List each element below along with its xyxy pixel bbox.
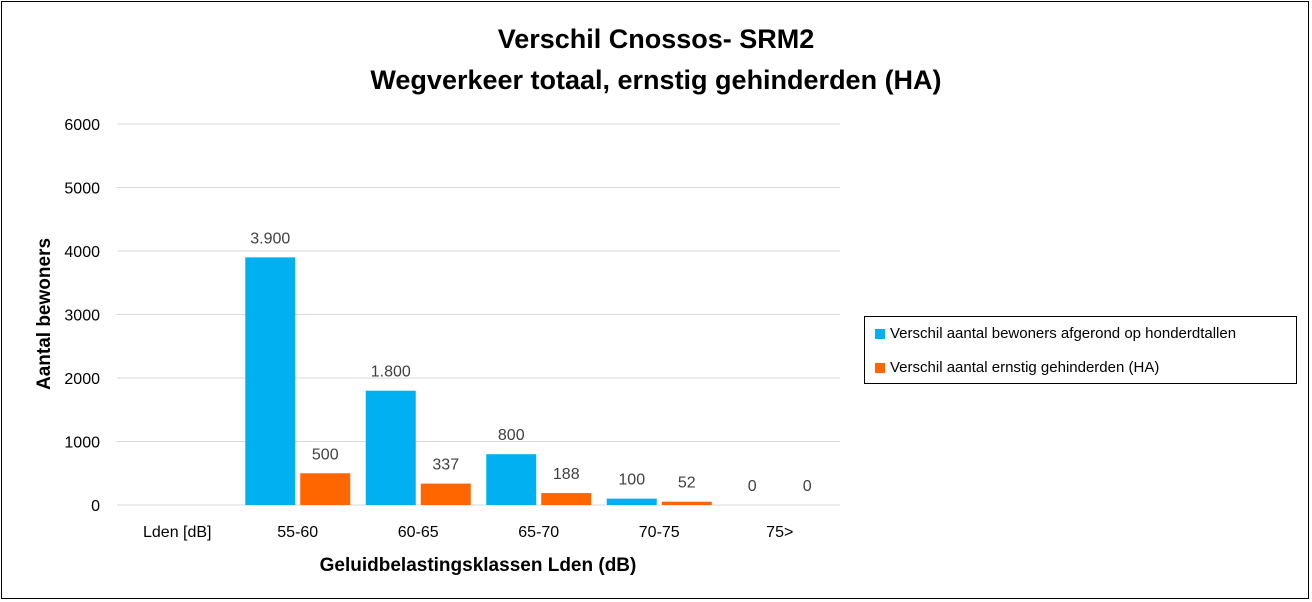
x-axis-title: Geluidbelastingsklassen Lden (dB) <box>320 555 637 576</box>
data-label: 1.800 <box>371 364 411 381</box>
y-tick-label: 3000 <box>64 308 100 325</box>
bar <box>541 493 592 505</box>
chart-title-line-1: Verschil Cnossos- SRM2 <box>498 24 815 54</box>
legend-swatch-bewoners <box>875 328 885 339</box>
data-label: 52 <box>678 475 696 492</box>
legend: Verschil aantal bewoners afgerond op hon… <box>864 316 1297 384</box>
bar <box>245 257 296 505</box>
data-labels: 3.900 1.800 800 100 0 500 337 188 52 0 <box>250 230 812 495</box>
x-tick-label: 75> <box>766 524 793 541</box>
x-axis-ticks: Lden [dB] 55-60 60-65 65-70 70-75 75> <box>143 524 793 541</box>
data-label: 337 <box>432 457 459 474</box>
bar <box>365 390 416 505</box>
data-label: 188 <box>553 466 580 483</box>
data-label: 3.900 <box>250 230 290 247</box>
y-tick-label: 2000 <box>64 371 100 388</box>
y-tick-label: 6000 <box>64 117 100 134</box>
x-tick-label: 70-75 <box>639 524 680 541</box>
legend-item-gehinderden: Verschil aantal ernstig gehinderden (HA) <box>875 359 1159 376</box>
data-label: 500 <box>312 446 339 463</box>
bar <box>606 498 657 505</box>
x-tick-label: 65-70 <box>518 524 559 541</box>
data-label: 800 <box>498 427 525 444</box>
bar <box>300 473 351 505</box>
y-tick-label: 5000 <box>64 181 100 198</box>
bar <box>661 501 712 505</box>
legend-label-bewoners: Verschil aantal bewoners afgerond op hon… <box>890 325 1237 342</box>
gridlines <box>117 123 840 506</box>
x-tick-label: 60-65 <box>398 524 439 541</box>
y-axis-ticks: 0 1000 2000 3000 4000 5000 6000 <box>64 117 100 515</box>
y-axis-title: Aantal bewoners <box>34 238 55 390</box>
data-label: 0 <box>748 478 757 495</box>
x-tick-label: Lden [dB] <box>143 524 212 541</box>
x-tick-label: 55-60 <box>277 524 318 541</box>
y-tick-label: 4000 <box>64 244 100 261</box>
legend-swatch-gehinderden <box>875 362 885 373</box>
legend-label-gehinderden: Verschil aantal ernstig gehinderden (HA) <box>890 359 1160 376</box>
legend-item-bewoners: Verschil aantal bewoners afgerond op hon… <box>875 325 1236 342</box>
data-label: 0 <box>803 478 812 495</box>
y-tick-label: 1000 <box>64 435 100 452</box>
data-label: 100 <box>618 472 645 489</box>
chart-title-line-2: Wegverkeer totaal, ernstig gehinderden (… <box>370 65 941 95</box>
bar <box>420 483 471 505</box>
bars <box>245 257 712 505</box>
bar <box>486 454 537 505</box>
y-tick-label: 0 <box>91 498 100 515</box>
